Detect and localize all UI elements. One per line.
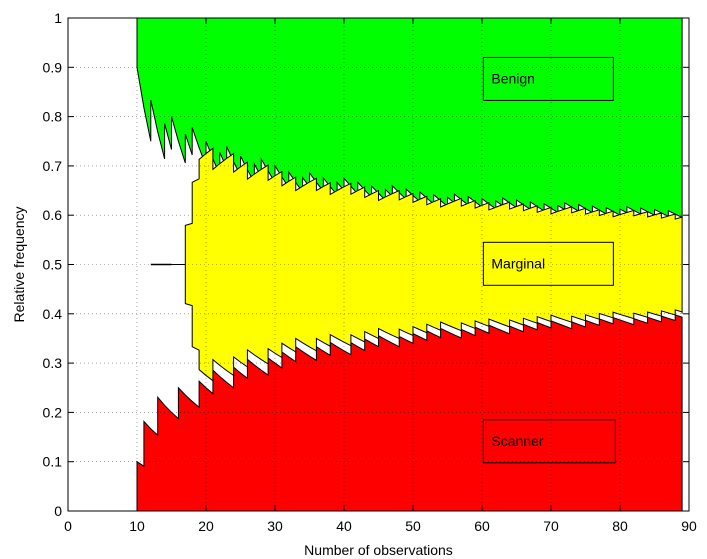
scanner-region [136, 314, 683, 512]
marginal-label-box [482, 241, 614, 286]
x-tick-label: 80 [612, 518, 628, 534]
x-tick-label: 60 [474, 518, 490, 534]
x-tick-label: 0 [64, 518, 72, 534]
y-tick-label: 0.5 [43, 257, 63, 273]
y-axis-label: Relative frequency [11, 207, 27, 323]
y-tick-label: 0.3 [43, 355, 63, 371]
y-tick-label: 0.8 [43, 109, 63, 125]
scanner-label-box [482, 419, 616, 464]
marginal-label: Marginal [491, 255, 545, 271]
x-tick-label: 50 [405, 518, 421, 534]
x-tick-label: 20 [198, 518, 214, 534]
regions [112, 17, 683, 512]
benign-label-box [482, 56, 614, 101]
x-tick-label: 40 [336, 518, 352, 534]
x-tick-label: 70 [543, 518, 559, 534]
y-tick-label: 0.6 [43, 207, 63, 223]
x-axis-label: Number of observations [304, 542, 453, 558]
y-tick-label: 1 [54, 10, 62, 26]
x-tick-label: 30 [267, 518, 283, 534]
y-tick-label: 0.7 [43, 158, 63, 174]
marginal-region [171, 147, 683, 382]
y-tick-label: 0 [54, 503, 62, 519]
y-tick-label: 0.9 [43, 59, 63, 75]
scanner-label: Scanner [491, 433, 543, 449]
benign-label: Benign [491, 70, 535, 86]
y-tick-label: 0.4 [43, 306, 63, 322]
labels: Benign Marginal Scanner [482, 56, 616, 464]
y-tick-label: 0.2 [43, 404, 63, 420]
x-tick-label: 90 [681, 518, 697, 534]
y-tick-label: 0.1 [43, 454, 63, 470]
ticks: 0 10 20 30 40 50 60 70 80 90 0 0.1 0.2 0.3 0.4 0.5 0.6 0.… [43, 10, 697, 534]
x-tick-label: 10 [129, 518, 145, 534]
